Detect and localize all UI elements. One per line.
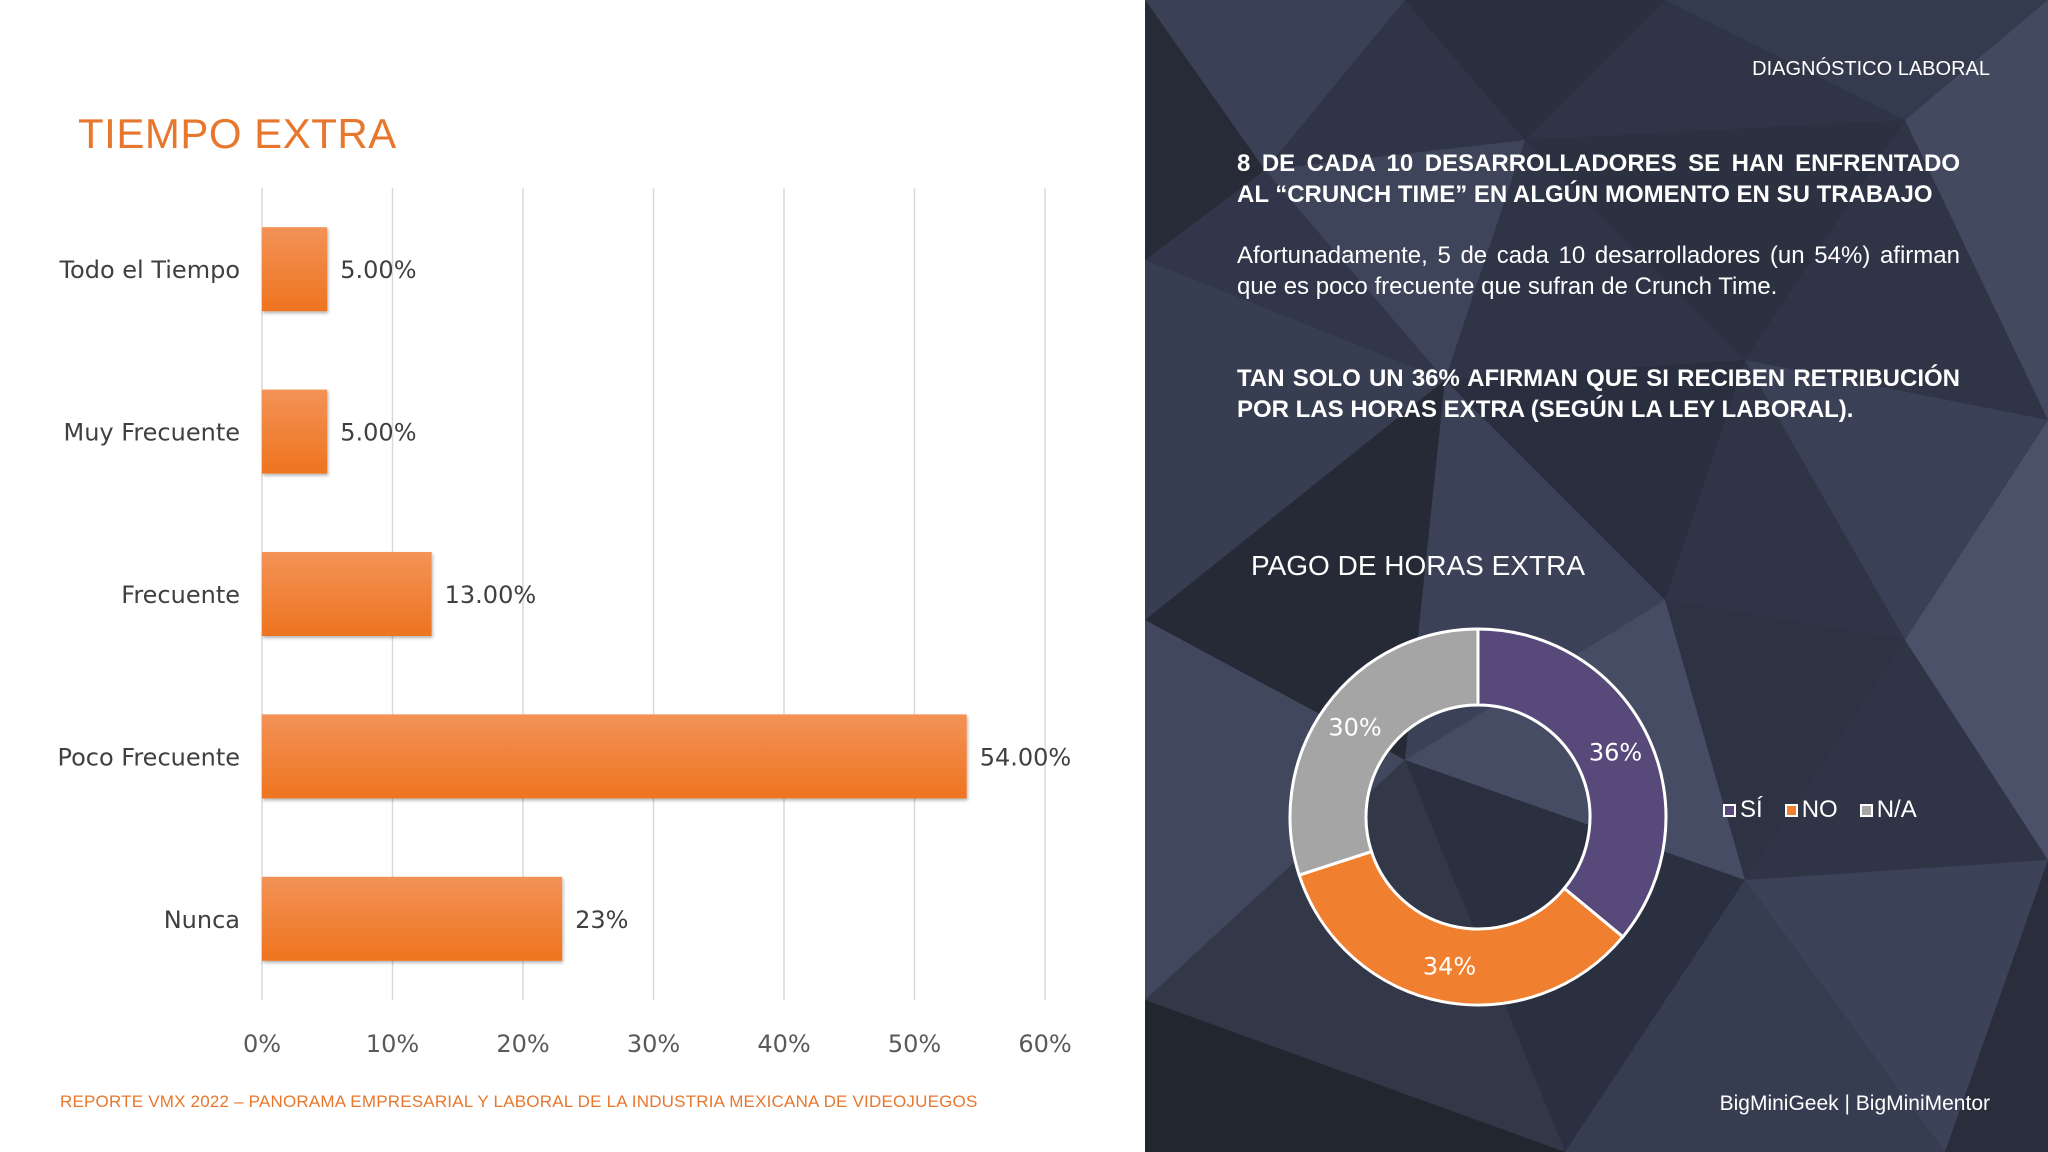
- donut-title: PAGO DE HORAS EXTRA: [1251, 550, 1585, 581]
- bg-polygon: [1145, 260, 1445, 620]
- x-tick-label: 50%: [888, 1030, 941, 1058]
- bar: [262, 227, 328, 312]
- category-label: Poco Frecuente: [57, 743, 240, 771]
- data-label: 54.00%: [980, 743, 1072, 771]
- left-panel: TIEMPO EXTRA 0% 10% 20% 30% 40% 50% 60% Todo el…: [57, 110, 1072, 1111]
- donut-slice: [1288, 627, 1480, 877]
- bg-polygon: [1145, 0, 1265, 260]
- legend-label-na: N/A: [1876, 796, 1917, 823]
- x-tick-label: 10%: [366, 1030, 419, 1058]
- bg-polygon: [1145, 620, 1405, 1000]
- bg-polygon: [1145, 1000, 1565, 1152]
- legend-swatch-na: [1859, 803, 1873, 817]
- bg-polygon: [1745, 360, 2048, 640]
- chart-title: TIEMPO EXTRA: [78, 110, 397, 157]
- bar: [262, 389, 328, 474]
- bg-polygon: [1145, 0, 1405, 170]
- category-label: Nunca: [164, 906, 240, 934]
- bg-polygon: [1445, 360, 1745, 600]
- x-tick-label: 0%: [243, 1030, 281, 1058]
- legend-swatch-no: [1784, 803, 1798, 817]
- x-tick-label: 30%: [627, 1030, 680, 1058]
- bg-polygon: [1945, 860, 2048, 1152]
- paragraph-poco-frecuente: Afortunadamente, 5 de cada 10 desarrolla…: [1237, 242, 1960, 300]
- data-label: 5.00%: [340, 419, 416, 447]
- polygon-background: [1145, 0, 2048, 1152]
- slice-label: 34%: [1423, 952, 1476, 980]
- slice-label: 30%: [1328, 714, 1381, 742]
- legend-swatch-si: [1723, 803, 1736, 817]
- bg-polygon: [1145, 170, 1445, 380]
- section-tag: DIAGNÓSTICO LABORAL: [1752, 58, 1990, 80]
- donut-slice: [1297, 849, 1625, 1007]
- category-label: Muy Frecuente: [64, 419, 240, 447]
- data-label: 5.00%: [340, 256, 416, 284]
- x-tick-label: 40%: [757, 1030, 810, 1058]
- report-footer: REPORTE VMX 2022 – PANORAMA EMPRESARIAL …: [60, 1092, 978, 1111]
- credits: BigMiniGeek | BigMiniMentor: [1719, 1092, 1990, 1115]
- bg-polygon: [1745, 860, 2048, 1152]
- headline-retribucion: TAN SOLO UN 36% AFIRMAN QUE SI RECIBEN R…: [1237, 365, 1960, 423]
- legend-label-no: NO: [1801, 796, 1838, 823]
- legend-item-na: N/A: [1859, 796, 1917, 824]
- bg-polygon: [1525, 120, 1905, 360]
- legend-item-si: SÍ: [1723, 796, 1763, 824]
- donut-slice: [1476, 627, 1668, 939]
- donut-legend: SÍ NO N/A: [1723, 796, 1917, 824]
- bg-polygon: [1665, 0, 2048, 120]
- slice-label: 36%: [1589, 738, 1642, 766]
- data-label: 13.00%: [445, 581, 537, 609]
- x-tick-label: 60%: [1018, 1030, 1071, 1058]
- bg-polygon: [1905, 0, 2048, 420]
- bg-polygon: [1265, 140, 1525, 380]
- data-label: 23%: [575, 906, 628, 934]
- legend-label-si: SÍ: [1740, 796, 1763, 823]
- bg-polygon: [1565, 880, 1945, 1152]
- donut-chart: 36% 34% 30%: [1288, 627, 1668, 1007]
- bar: [262, 714, 967, 799]
- bar: [262, 876, 563, 961]
- category-label: Todo el Tiempo: [58, 256, 240, 284]
- bg-polygon: [1905, 420, 2048, 860]
- bar-chart: 0% 10% 20% 30% 40% 50% 60% Todo el Tiempo 5.00% M…: [57, 188, 1072, 1058]
- headline-crunch: 8 DE CADA 10 DESARROLLADORES SE HAN ENFR…: [1237, 150, 1960, 208]
- legend-item-no: NO: [1784, 796, 1838, 824]
- bg-polygon: [1405, 0, 1665, 140]
- x-tick-label: 20%: [496, 1030, 549, 1058]
- bar: [262, 552, 432, 636]
- category-label: Frecuente: [121, 581, 240, 609]
- right-panel: DIAGNÓSTICO LABORAL 8 DE CADA 10 DESARRO…: [1145, 0, 2048, 1152]
